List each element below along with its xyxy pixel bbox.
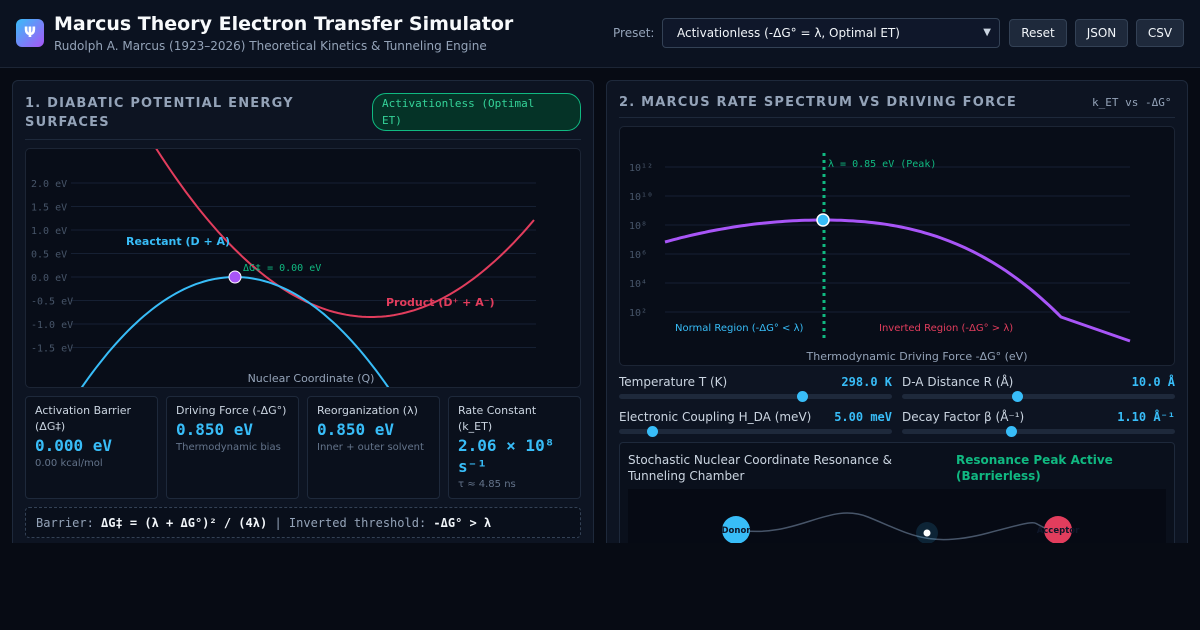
- x-axis-label: Nuclear Coordinate (Q): [248, 372, 375, 385]
- stat-sub: 0.00 kcal/mol: [35, 458, 103, 469]
- app-subtitle: Rudolph A. Marcus (1923–2026) Theoretica…: [54, 39, 487, 53]
- y-tick-label: 10¹⁰: [629, 192, 653, 203]
- rate-spectrum-chart: 10¹² 10¹⁰ 10⁸ 10⁶ 10⁴ 10² λ = 0.85 eV (Peak) …: [619, 126, 1175, 366]
- product-label: Product (D⁺ + A⁻): [386, 296, 495, 309]
- chamber-title: Stochastic Nuclear Coordinate Resonance …: [628, 453, 893, 483]
- slider-thumb[interactable]: [646, 426, 658, 437]
- formula-strip: Barrier: ΔG‡ = (λ + ΔG°)² / (4λ) | Inver…: [25, 507, 581, 538]
- y-tick-label: -1.0 eV: [31, 320, 73, 331]
- rate-spectrum-title: 2. MARCUS RATE SPECTRUM VS DRIVING FORCE: [619, 95, 1017, 110]
- csv-export-button[interactable]: CSV: [1136, 19, 1184, 47]
- slider-thumb[interactable]: [1011, 391, 1023, 402]
- y-tick-label: 10²: [629, 308, 647, 319]
- chevron-down-icon: ▼: [983, 27, 991, 38]
- y-tick-label: -0.5 eV: [31, 297, 73, 308]
- app-header: Ψ Marcus Theory Electron Transfer Simula…: [0, 0, 1200, 68]
- inverted-region-label: Inverted Region (-ΔG° > λ): [879, 323, 1013, 334]
- y-tick-label: -1.5 eV: [31, 344, 73, 355]
- app-title: Marcus Theory Electron Transfer Simulato…: [54, 13, 514, 35]
- regime-badge: Activationless (Optimal ET): [372, 93, 581, 131]
- temperature-slider[interactable]: [619, 391, 892, 402]
- distance-slider[interactable]: [902, 391, 1175, 402]
- temperature-value: 298.0 K: [841, 375, 892, 389]
- barrier-formula: ΔG‡ = (λ + ΔG°)² / (4λ): [101, 515, 268, 530]
- distance-value: 10.0 Å: [1131, 375, 1175, 389]
- divider: [619, 117, 1175, 118]
- stat-value: 2.06 × 10⁸ s⁻¹: [458, 436, 555, 476]
- formula-divider: |: [274, 515, 282, 530]
- y-tick-label: 10⁸: [629, 221, 647, 232]
- y-tick-label: 10¹²: [629, 163, 653, 174]
- rate-spectrum-tag: k_ET vs -ΔG°: [1092, 96, 1172, 109]
- potential-energy-title: 1. DIABATIC POTENTIAL ENERGY SURFACES: [25, 96, 294, 130]
- temperature-label: Temperature T (K): [619, 375, 728, 389]
- divider: [25, 139, 581, 140]
- threshold-prefix: Inverted threshold:: [288, 515, 427, 530]
- stat-value: 0.850 eV: [176, 420, 254, 439]
- tunneling-chamber: Stochastic Nuclear Coordinate Resonance …: [619, 442, 1175, 552]
- y-tick-label: 1.5 eV: [31, 203, 67, 214]
- acceptor-node: [1044, 516, 1072, 544]
- psi-logo-icon: Ψ: [16, 19, 44, 47]
- electron-particle: [923, 529, 931, 537]
- distance-label: D-A Distance R (Å): [902, 375, 1014, 389]
- stat-label: Activation Barrier (ΔG‡): [35, 404, 132, 433]
- chamber-canvas: Donor Acceptor: [628, 489, 1166, 549]
- stat-value: 0.000 eV: [35, 436, 113, 455]
- stat-card-driving-force: Driving Force (-ΔG°) 0.850 eV Thermodyna…: [166, 396, 299, 499]
- potential-energy-svg: 2.0 eV 1.5 eV 1.0 eV 0.5 eV 0.0 eV -0.5 eV -1.…: [31, 149, 536, 387]
- y-tick-label: 0.0 eV: [31, 273, 67, 284]
- stat-card-rate-constant: Rate Constant (k_ET) 2.06 × 10⁸ s⁻¹ τ ≈ …: [448, 396, 581, 499]
- x-axis-label: Thermodynamic Driving Force -ΔG° (eV): [806, 350, 1028, 363]
- barrier-label: ΔG‡ = 0.00 eV: [243, 263, 321, 274]
- donor-label: Donor: [722, 526, 752, 536]
- stat-sub: τ ≈ 4.85 ns: [458, 479, 516, 490]
- stat-sub: Inner + outer solvent: [317, 442, 424, 453]
- preset-label: Preset:: [613, 26, 655, 40]
- reset-button[interactable]: Reset: [1009, 19, 1067, 47]
- slider-thumb[interactable]: [1006, 426, 1018, 437]
- slider-thumb[interactable]: [796, 391, 808, 402]
- reactant-curve: [80, 276, 390, 387]
- preset-select[interactable]: Activationless (-ΔG° = λ, Optimal ET) ▼: [662, 18, 1000, 48]
- decay-factor-slider[interactable]: [902, 426, 1175, 437]
- marcus-rate-curve: [664, 218, 1131, 343]
- tunneling-path: [737, 512, 1049, 541]
- donor-node: [722, 516, 750, 544]
- stat-card-activation-barrier: Activation Barrier (ΔG‡) 0.000 eV 0.00 k…: [25, 396, 158, 499]
- stat-label: Rate Constant (k_ET): [458, 404, 537, 433]
- y-tick-label: 10⁴: [629, 279, 647, 290]
- current-rate-marker[interactable]: [816, 213, 830, 227]
- y-tick-label: 0.5 eV: [31, 250, 67, 261]
- normal-region-label: Normal Region (-ΔG° < λ): [675, 323, 804, 334]
- crossing-point-marker[interactable]: [228, 270, 242, 284]
- coupling-label: Electronic Coupling H_DA (meV): [619, 410, 812, 424]
- resonance-status: Resonance Peak Active (Barrierless): [956, 453, 1113, 483]
- y-tick-label: 2.0 eV: [31, 179, 67, 190]
- coupling-value: 5.00 meV: [834, 410, 892, 424]
- stat-sub: Thermodynamic bias: [176, 442, 281, 453]
- threshold-formula: -ΔG° > λ: [433, 515, 492, 530]
- preset-select-value: Activationless (-ΔG° = λ, Optimal ET): [677, 26, 900, 40]
- decay-factor-label: Decay Factor β (Å⁻¹): [902, 410, 1025, 424]
- acceptor-label: Acceptor: [1037, 526, 1080, 536]
- page-footer-space: [0, 543, 1200, 630]
- potential-energy-chart: 2.0 eV 1.5 eV 1.0 eV 0.5 eV 0.0 eV -0.5 eV -1.…: [25, 148, 581, 388]
- coupling-slider[interactable]: [619, 426, 892, 437]
- json-export-button[interactable]: JSON: [1075, 19, 1128, 47]
- stat-label: Driving Force (-ΔG°): [176, 404, 287, 417]
- stat-value: 0.850 eV: [317, 420, 395, 439]
- product-curve: [155, 149, 535, 318]
- y-tick-label: 1.0 eV: [31, 226, 67, 237]
- decay-factor-value: 1.10 Å⁻¹: [1117, 410, 1175, 424]
- barrier-prefix: Barrier:: [36, 515, 94, 530]
- y-tick-label: 10⁶: [629, 250, 647, 261]
- reactant-label: Reactant (D + A): [126, 235, 230, 248]
- peak-label: λ = 0.85 eV (Peak): [828, 159, 936, 170]
- stat-card-reorganization: Reorganization (λ) 0.850 eV Inner + oute…: [307, 396, 440, 499]
- stat-label: Reorganization (λ): [317, 404, 418, 417]
